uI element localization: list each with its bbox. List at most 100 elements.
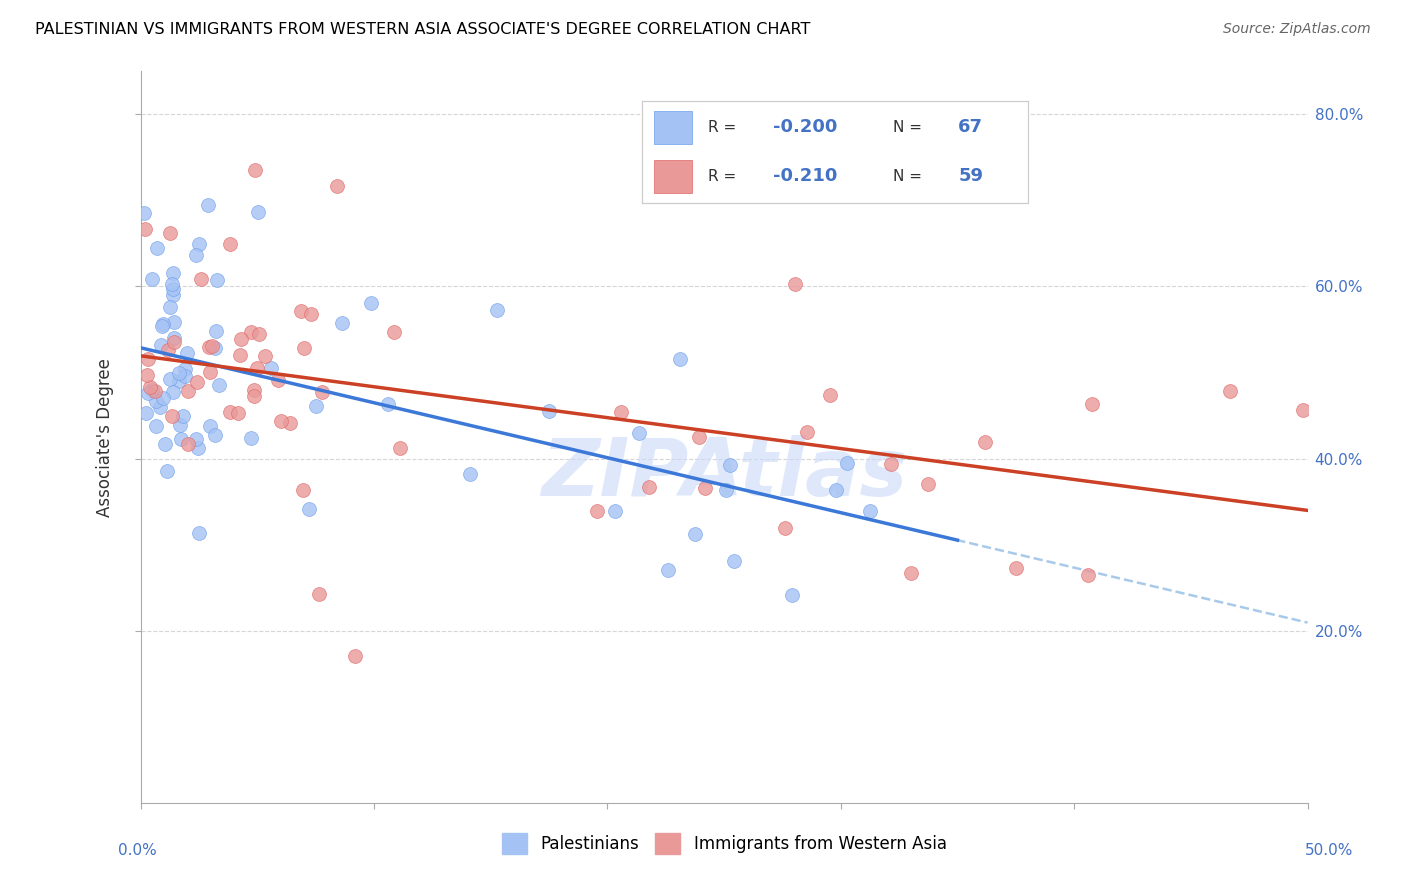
Point: [172, 409, 194, 423]
Point: [835, 456, 858, 470]
Point: [163, 331, 186, 345]
Point: [159, 226, 181, 240]
Legend: Palestinians, Immigrants from Western Asia: Palestinians, Immigrants from Western As…: [495, 827, 953, 860]
Point: [162, 287, 184, 301]
Point: [311, 384, 333, 399]
Point: [204, 341, 226, 355]
Point: [718, 458, 741, 472]
Point: [330, 316, 353, 330]
Point: [818, 387, 841, 401]
Point: [159, 372, 181, 386]
Point: [162, 282, 184, 296]
Point: [229, 348, 252, 362]
Point: [226, 406, 249, 420]
Point: [134, 206, 156, 220]
Point: [240, 431, 263, 445]
Point: [603, 503, 626, 517]
Text: PALESTINIAN VS IMMIGRANTS FROM WESTERN ASIA ASSOCIATE'S DEGREE CORRELATION CHART: PALESTINIAN VS IMMIGRANTS FROM WESTERN A…: [35, 22, 810, 37]
Point: [141, 384, 163, 398]
Point: [145, 419, 167, 434]
Point: [267, 373, 290, 387]
Point: [783, 277, 806, 292]
Point: [136, 351, 159, 366]
Point: [201, 338, 224, 352]
Point: [176, 345, 198, 359]
Point: [270, 414, 292, 428]
Point: [152, 318, 174, 333]
Point: [167, 374, 190, 388]
Point: [187, 441, 209, 455]
Point: [292, 341, 315, 355]
Point: [773, 521, 796, 535]
Point: [157, 343, 180, 358]
Point: [1292, 403, 1315, 417]
Point: [139, 380, 162, 394]
Point: [162, 409, 184, 424]
Point: [243, 389, 266, 403]
Point: [243, 162, 266, 177]
Point: [153, 436, 176, 450]
Point: [135, 406, 157, 420]
Point: [657, 563, 679, 577]
Point: [219, 405, 242, 419]
Point: [145, 384, 167, 398]
Point: [683, 527, 706, 541]
Point: [825, 483, 848, 498]
Point: [278, 417, 301, 431]
Point: [693, 481, 716, 495]
Point: [377, 397, 399, 411]
Text: ZIPAtlas: ZIPAtlas: [541, 434, 907, 513]
Point: [149, 400, 172, 414]
Point: [197, 340, 219, 354]
Point: [156, 464, 179, 478]
Point: [200, 365, 222, 379]
Point: [668, 352, 690, 367]
Point: [145, 394, 167, 409]
Point: [859, 504, 882, 518]
Point: [146, 241, 169, 255]
Point: [159, 301, 181, 315]
Point: [973, 435, 995, 450]
Point: [260, 361, 283, 376]
Point: [173, 369, 195, 384]
Text: 0.0%: 0.0%: [118, 843, 157, 858]
Point: [486, 303, 509, 318]
Point: [247, 205, 270, 219]
Point: [149, 338, 172, 352]
Point: [1219, 384, 1241, 398]
Point: [136, 385, 159, 400]
Point: [163, 334, 186, 349]
Point: [167, 367, 190, 381]
Point: [177, 437, 200, 451]
Point: [188, 237, 211, 252]
Point: [184, 432, 207, 446]
Point: [388, 441, 411, 455]
Point: [198, 418, 221, 433]
Point: [162, 267, 184, 281]
Point: [247, 326, 270, 341]
Point: [880, 457, 903, 471]
Point: [162, 384, 184, 399]
Point: [184, 247, 207, 261]
Point: [308, 587, 330, 601]
Point: [219, 237, 242, 252]
Point: [538, 403, 561, 417]
Point: [187, 526, 209, 541]
Point: [204, 428, 226, 442]
Point: [163, 315, 186, 329]
Point: [458, 467, 481, 481]
Point: [638, 480, 661, 494]
Point: [246, 360, 269, 375]
Point: [141, 272, 163, 286]
Point: [298, 501, 321, 516]
Point: [240, 325, 263, 339]
Point: [190, 272, 212, 286]
Point: [627, 425, 650, 440]
Point: [292, 483, 315, 498]
Point: [609, 405, 631, 419]
Point: [253, 349, 276, 363]
Point: [344, 648, 367, 663]
Point: [917, 477, 939, 491]
Point: [197, 198, 219, 212]
Point: [170, 432, 193, 446]
